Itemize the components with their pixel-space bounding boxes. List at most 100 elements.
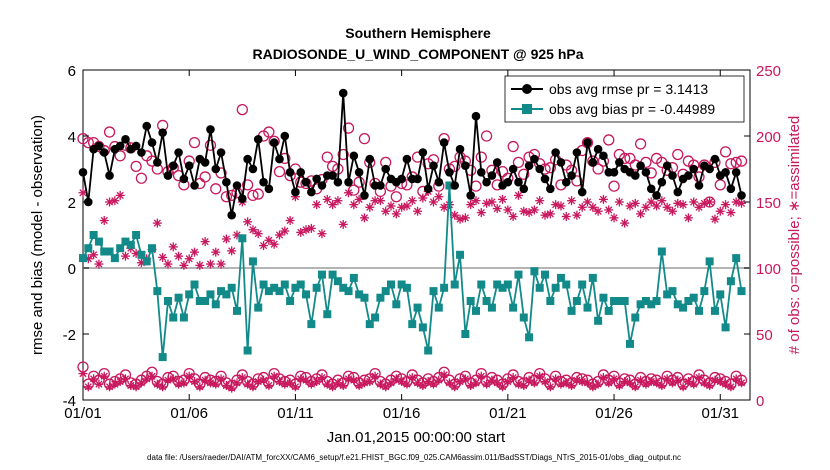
- y-tick-label: 6: [68, 63, 76, 80]
- obs-assimilated-low-point: [545, 382, 555, 392]
- rmse-point: [94, 141, 104, 151]
- bias-point: [142, 257, 151, 266]
- bias-point: [392, 300, 401, 309]
- rmse-point: [227, 210, 236, 220]
- obs-assimilated-low-point-stroke: [185, 372, 193, 380]
- obs-possible-point: [342, 122, 355, 134]
- obs-assimilated-low-point-stroke: [530, 379, 539, 387]
- obs-assimilated-point-stroke: [636, 210, 645, 218]
- rmse-point: [354, 168, 364, 177]
- bias-point: [578, 280, 587, 289]
- bias-point: [652, 297, 661, 305]
- bias-point: [700, 287, 709, 296]
- rmse-point: [184, 161, 194, 170]
- y-tick-label-right: 200: [756, 129, 781, 146]
- rmse-point: [158, 128, 167, 137]
- obs-possible-point: [358, 132, 371, 145]
- obs-assimilated-point-stroke: [589, 203, 597, 211]
- obs-possible-point: [82, 136, 94, 149]
- obs-possible-point: [719, 146, 732, 158]
- rmse-point: [726, 184, 736, 194]
- rmse-point: [121, 135, 130, 144]
- bias-point: [599, 293, 608, 302]
- obs-assimilated-low-point-stroke: [254, 377, 262, 386]
- obs-assimilated-low-point: [78, 369, 88, 379]
- obs-assimilated-low-point-stroke: [281, 380, 289, 388]
- obs-assimilated-point: [338, 219, 348, 229]
- obs-assimilated-low-point-stroke: [541, 377, 549, 386]
- obs-assimilated-point-stroke: [578, 203, 586, 211]
- rmse-point: [710, 154, 720, 164]
- rmse-point: [556, 158, 566, 167]
- obs-assimilated-point: [471, 196, 481, 206]
- obs-assimilated-point: [513, 190, 523, 200]
- bias-point: [668, 287, 677, 296]
- obs-assimilated-point: [386, 201, 396, 211]
- obs-assimilated-point-stroke: [721, 201, 730, 209]
- rmse-point: [615, 158, 624, 167]
- obs-assimilated-low-point-stroke: [121, 375, 130, 383]
- obs-assimilated-point: [243, 217, 253, 227]
- obs-assimilated-point-stroke: [541, 211, 549, 219]
- obs-assimilated-point-stroke: [509, 212, 517, 221]
- obs-assimilated-low-point: [131, 382, 141, 392]
- obs-assimilated-point: [78, 188, 88, 198]
- obs-assimilated-low-point-stroke: [520, 381, 528, 390]
- bias-point: [429, 287, 438, 296]
- bias-point: [270, 283, 279, 292]
- obs-assimilated-low-point-stroke: [498, 383, 507, 391]
- bias-point: [551, 283, 560, 292]
- obs-assimilated-low-point: [529, 378, 539, 388]
- bias-point: [344, 287, 353, 296]
- obs-assimilated-point: [529, 205, 539, 215]
- bias-point: [737, 287, 746, 296]
- obs-assimilated-point: [359, 213, 369, 223]
- obs-assimilated-low-point-stroke: [509, 373, 517, 382]
- rmse-point: [285, 168, 295, 177]
- rmse-point: [360, 191, 369, 200]
- bias-point: [620, 297, 629, 305]
- obs-assimilated-low-point-stroke: [228, 384, 236, 392]
- obs-assimilated-point: [322, 194, 332, 204]
- obs-assimilated-point: [482, 198, 492, 208]
- bias-point: [286, 297, 295, 305]
- obs-assimilated-low-point: [503, 377, 513, 387]
- rmse-point: [280, 131, 290, 141]
- obs-assimilated-point: [466, 200, 476, 210]
- bias-point: [148, 244, 157, 253]
- rmse-point: [397, 174, 406, 184]
- bias-point: [248, 257, 257, 266]
- obs-assimilated-point-stroke: [350, 201, 358, 209]
- obs-assimilated-low-point-stroke: [679, 383, 687, 391]
- rmse-point: [646, 184, 656, 194]
- obs-possible-point: [348, 184, 360, 196]
- rmse-point: [264, 184, 274, 194]
- obs-possible-point: [634, 138, 647, 150]
- obs-assimilated-low-point-stroke: [259, 376, 268, 384]
- obs-assimilated-low-point-stroke: [169, 375, 177, 383]
- x-tick-label: 01/26: [595, 405, 633, 422]
- obs-assimilated-point-stroke: [706, 198, 714, 206]
- obs-assimilated-point-stroke: [711, 215, 719, 223]
- rmse-point: [115, 141, 125, 151]
- rmse-point: [333, 177, 343, 187]
- bias-point: [636, 300, 645, 309]
- bias-point: [604, 306, 613, 315]
- obs-assimilated-point: [89, 250, 99, 260]
- obs-possible-point: [603, 134, 615, 146]
- rmse-point: [296, 168, 306, 177]
- obs-assimilated-point: [604, 205, 614, 215]
- bias-point: [355, 290, 364, 299]
- bias-point: [487, 303, 496, 312]
- bias-point: [169, 313, 178, 322]
- rmse-point: [450, 181, 460, 190]
- bias-point: [243, 346, 252, 355]
- bias-point: [302, 290, 311, 299]
- bias-point: [158, 353, 167, 362]
- obs-assimilated-point-stroke: [376, 197, 384, 205]
- rmse-point: [636, 161, 645, 170]
- obs-assimilated-low-point-stroke: [546, 383, 554, 391]
- obs-assimilated-low-point-stroke: [451, 383, 459, 391]
- rmse-point: [259, 177, 268, 187]
- obs-assimilated-point-stroke: [482, 199, 491, 207]
